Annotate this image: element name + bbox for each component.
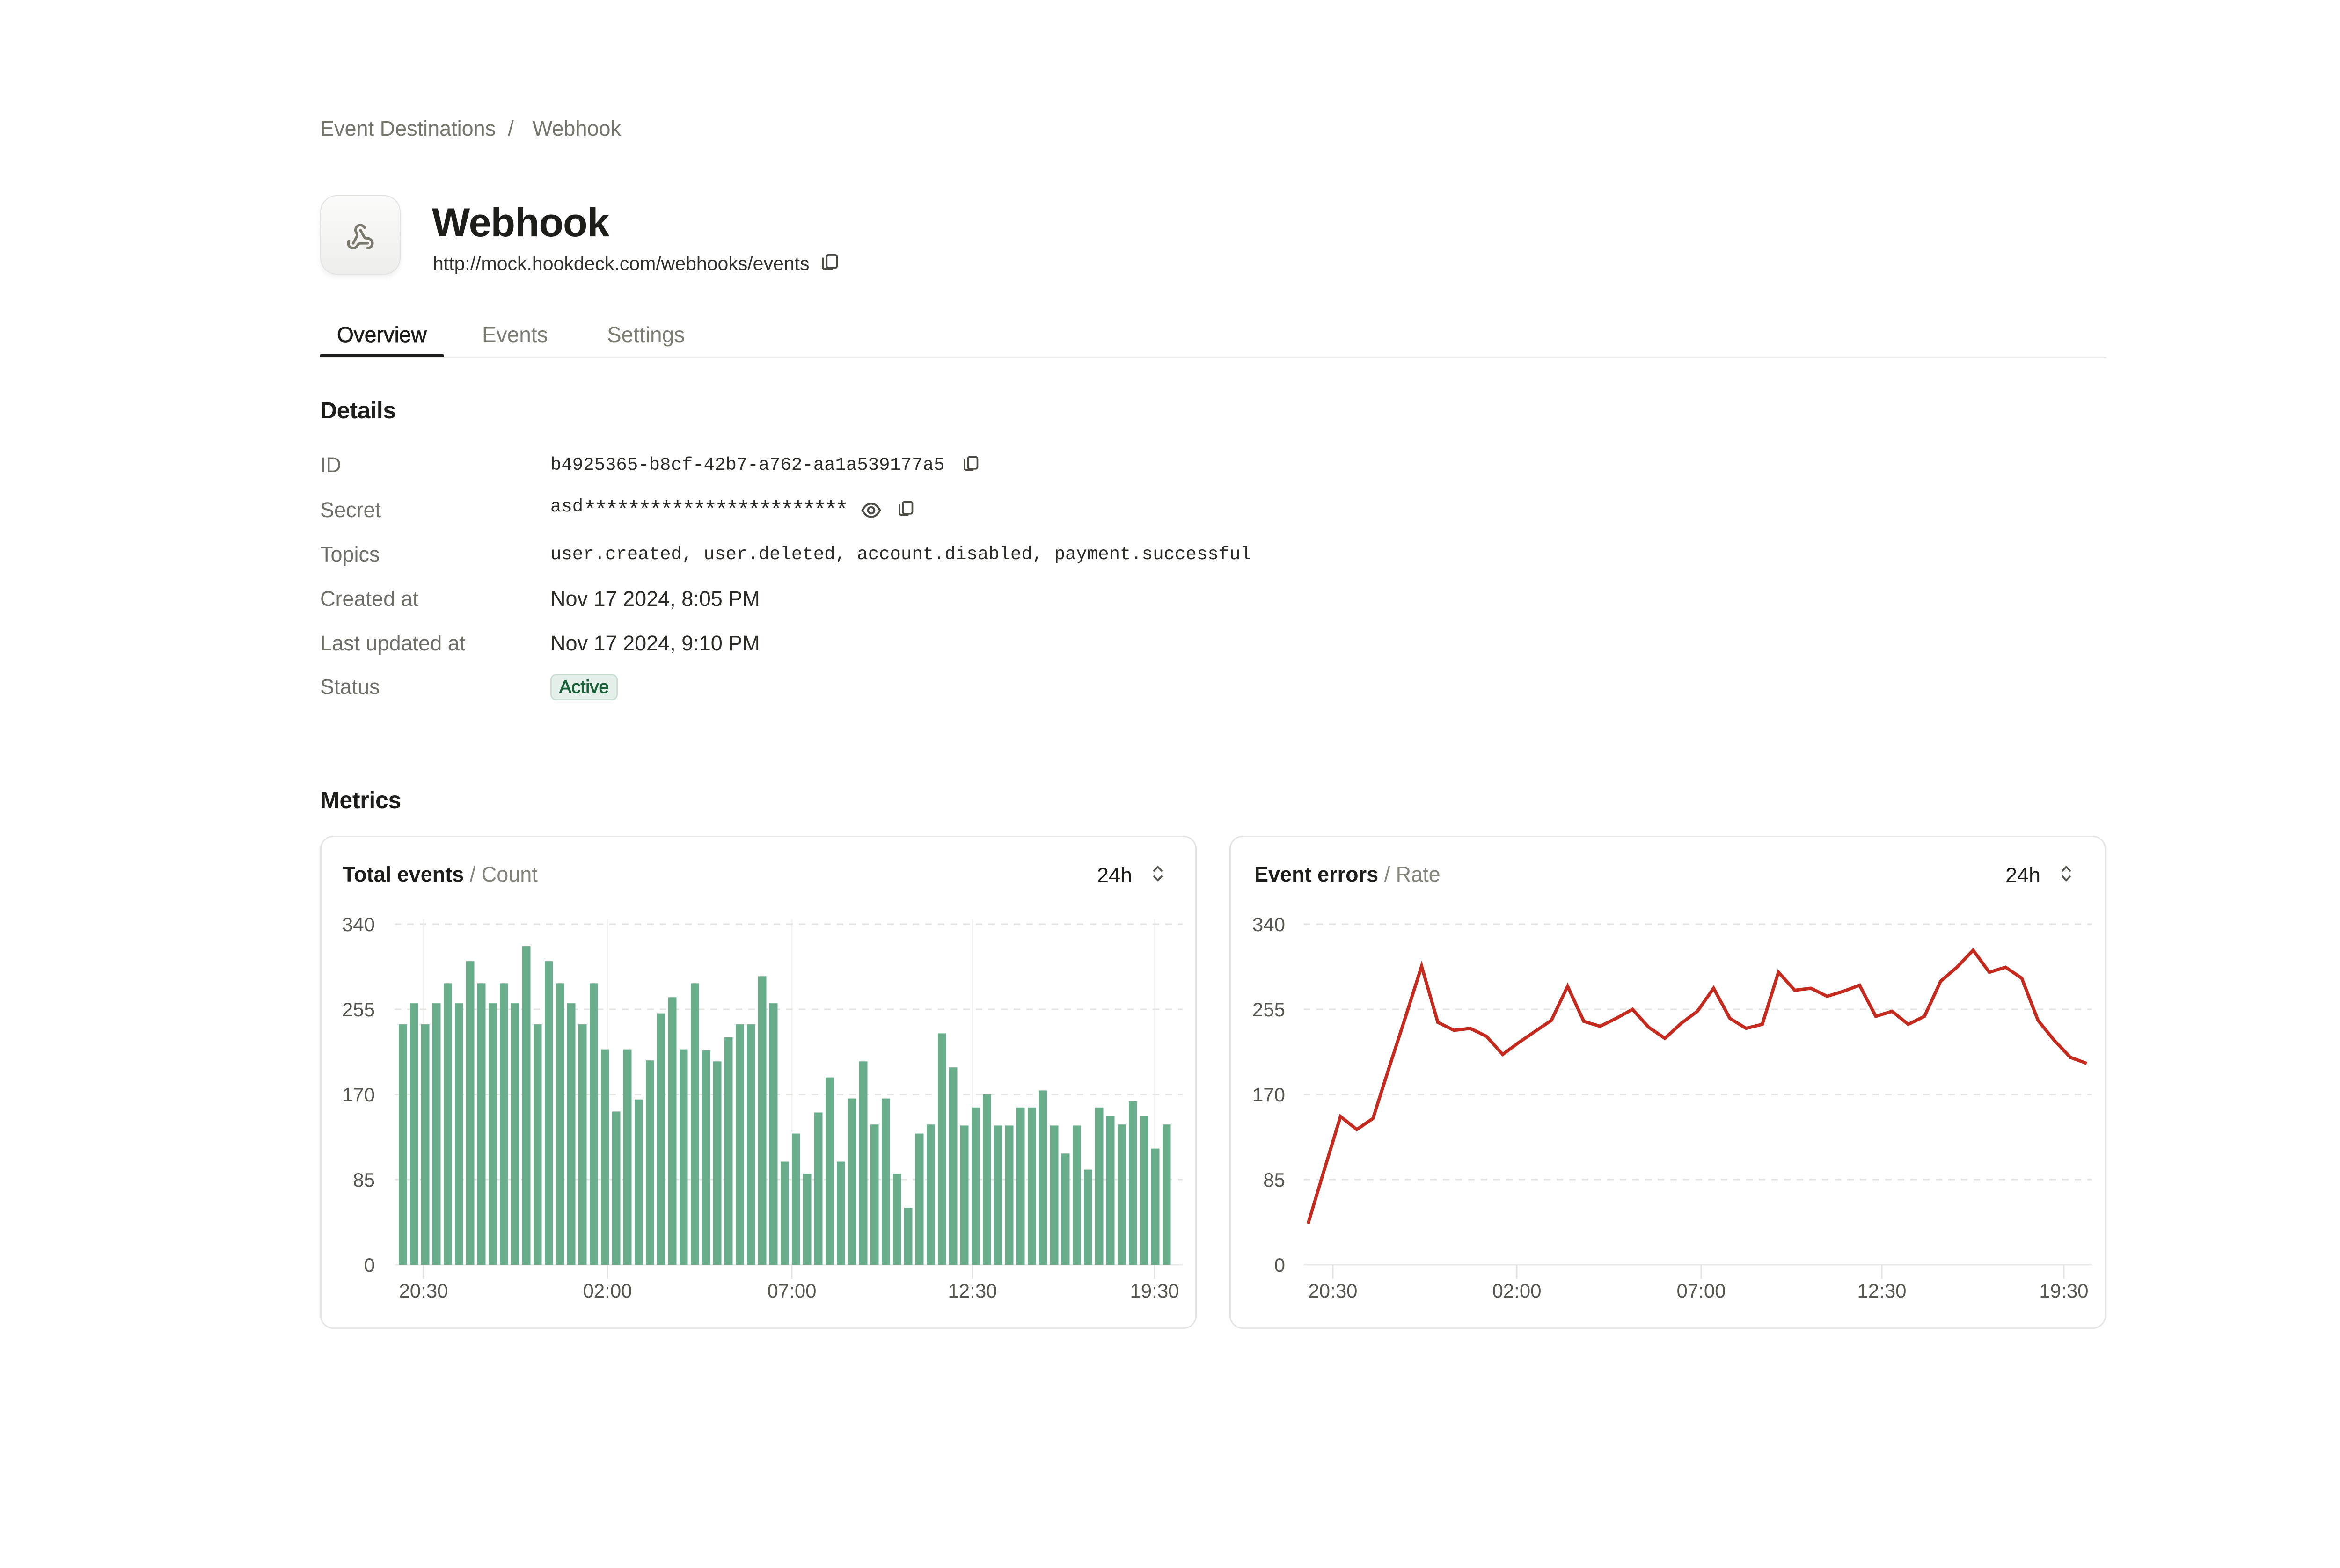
- svg-text:170: 170: [342, 1084, 375, 1106]
- svg-text:85: 85: [1263, 1169, 1285, 1191]
- svg-text:02:00: 02:00: [1492, 1280, 1541, 1302]
- svg-text:20:30: 20:30: [1308, 1280, 1357, 1302]
- svg-text:0: 0: [1274, 1254, 1285, 1276]
- svg-text:07:00: 07:00: [767, 1280, 816, 1302]
- svg-text:340: 340: [1252, 913, 1285, 935]
- svg-text:12:30: 12:30: [948, 1280, 997, 1302]
- svg-text:07:00: 07:00: [1676, 1280, 1726, 1302]
- svg-text:255: 255: [342, 999, 375, 1021]
- svg-text:20:30: 20:30: [399, 1280, 448, 1302]
- svg-text:02:00: 02:00: [583, 1280, 632, 1302]
- svg-text:0: 0: [364, 1254, 375, 1276]
- svg-text:19:30: 19:30: [1130, 1280, 1179, 1302]
- svg-text:170: 170: [1252, 1084, 1285, 1106]
- svg-text:19:30: 19:30: [2039, 1280, 2088, 1302]
- svg-text:85: 85: [353, 1169, 375, 1191]
- svg-text:12:30: 12:30: [1857, 1280, 1906, 1302]
- svg-text:340: 340: [342, 913, 375, 935]
- svg-text:255: 255: [1252, 999, 1285, 1021]
